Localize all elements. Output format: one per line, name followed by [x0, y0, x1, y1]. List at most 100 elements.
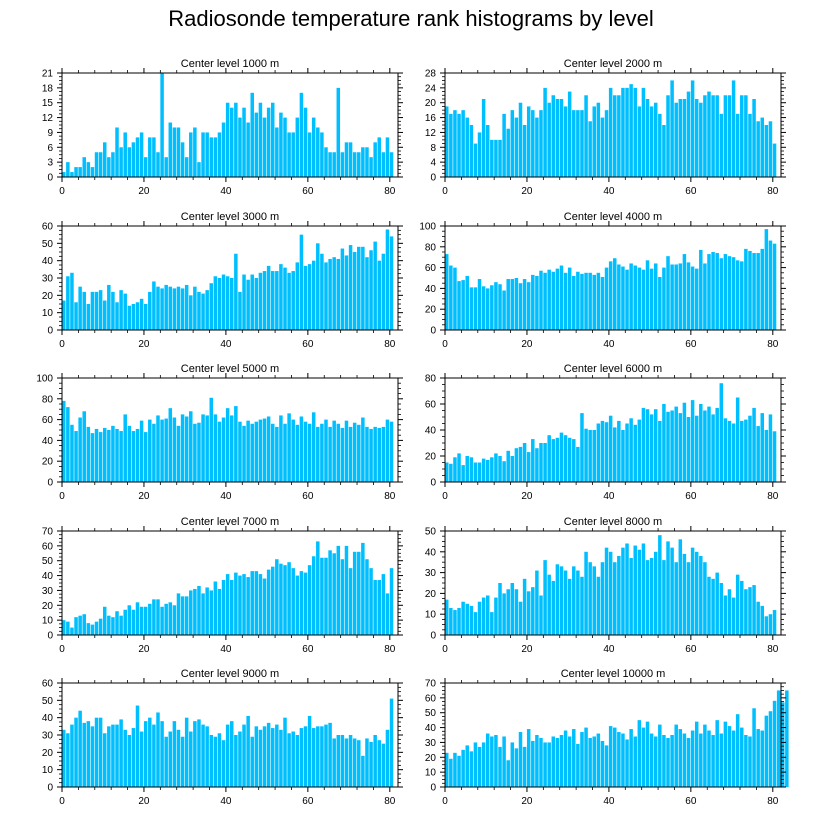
y-tick-label: 30: [42, 274, 54, 285]
x-tick-label: 20: [521, 644, 533, 655]
histogram-bar: [324, 724, 328, 787]
histogram-bar: [164, 157, 168, 177]
histogram-bar: [477, 601, 482, 635]
y-tick-label: 40: [42, 256, 54, 267]
histogram-bar: [592, 566, 597, 635]
histogram-bar: [449, 607, 453, 635]
histogram-bar: [580, 732, 584, 787]
histogram-bar: [744, 419, 748, 482]
histogram-bar: [457, 755, 461, 787]
histogram-bar: [445, 106, 449, 177]
histogram-bar: [760, 413, 765, 482]
histogram-bar: [735, 714, 740, 787]
histogram-bar: [172, 288, 177, 330]
histogram-bar: [551, 271, 556, 330]
histogram-bar: [555, 564, 560, 635]
histogram-bar: [189, 295, 193, 330]
x-tick-label: 0: [442, 339, 448, 350]
histogram-bar: [246, 420, 250, 482]
histogram-bar: [551, 439, 556, 482]
histogram-bar: [567, 91, 572, 177]
histogram-bar: [592, 274, 597, 330]
histogram-bar: [531, 587, 535, 635]
histogram-bar: [613, 562, 617, 635]
histogram-bar: [752, 253, 756, 330]
histogram-bar: [658, 276, 662, 330]
y-tick-label: 50: [42, 696, 54, 707]
histogram-bar: [143, 432, 148, 482]
histogram-bar: [662, 735, 666, 787]
histogram-bar: [531, 439, 535, 482]
histogram-bar: [559, 566, 564, 635]
panel-title: Center level 1000 m: [181, 58, 279, 70]
histogram-bar: [588, 121, 592, 177]
y-tick-label: 70: [42, 527, 54, 538]
x-tick-label: 0: [59, 339, 65, 350]
histogram-bar: [332, 152, 336, 177]
histogram-bar: [361, 147, 365, 177]
histogram-bar: [258, 574, 263, 635]
histogram-bar: [66, 621, 70, 635]
histogram-bar: [740, 261, 744, 330]
histogram-bar: [461, 465, 465, 482]
histogram-bar: [377, 740, 382, 787]
histogram-bar: [148, 603, 152, 635]
histogram-bar: [567, 578, 572, 635]
histogram-bar: [299, 571, 304, 635]
histogram-bar: [287, 272, 291, 330]
histogram-bar: [381, 426, 386, 482]
histogram-bar: [727, 95, 732, 177]
histogram-bar: [295, 117, 300, 177]
histogram-bar: [385, 729, 390, 787]
histogram-bar: [465, 745, 469, 787]
histogram-bar: [320, 253, 324, 330]
histogram-bar: [82, 411, 86, 482]
x-tick-label: 40: [603, 491, 615, 502]
y-tick-label: 30: [425, 568, 437, 579]
histogram-bar: [547, 435, 551, 482]
histogram-bar: [735, 397, 740, 482]
histogram-bar: [563, 730, 568, 787]
histogram-bar: [637, 720, 642, 787]
histogram-bar: [535, 448, 539, 482]
histogram-bar: [115, 127, 119, 177]
histogram-bar: [547, 742, 551, 787]
histogram-bar: [506, 128, 510, 177]
histogram-bar: [539, 270, 543, 330]
histogram-bar: [74, 431, 78, 482]
histogram-bar: [86, 426, 91, 482]
histogram-bar: [111, 425, 115, 482]
histogram-bar: [449, 758, 453, 787]
histogram-bar: [494, 282, 498, 330]
histogram-bar: [283, 717, 287, 787]
histogram-bar: [291, 132, 295, 177]
histogram-bar: [213, 414, 218, 482]
panel-title: Center level 5000 m: [181, 363, 279, 375]
histogram-bar: [172, 605, 177, 635]
histogram-bar: [246, 577, 250, 635]
histogram-bar: [234, 102, 238, 177]
histogram-bar: [98, 152, 103, 177]
histogram-bar: [613, 95, 617, 177]
histogram-bar: [543, 272, 547, 330]
histogram-bar: [555, 99, 560, 177]
histogram-bar: [539, 110, 543, 177]
histogram-bar: [670, 264, 674, 330]
histogram-bar: [365, 257, 369, 330]
histogram-bar: [373, 241, 377, 330]
x-tick-label: 60: [685, 491, 697, 502]
histogram-bar: [156, 599, 160, 635]
x-tick-label: 60: [302, 796, 314, 807]
histogram-bar: [719, 113, 724, 177]
histogram-bar: [576, 446, 580, 482]
histogram-bar: [209, 397, 214, 482]
histogram-bar: [625, 739, 629, 787]
y-tick-label: 80: [42, 394, 54, 405]
histogram-bar: [180, 596, 185, 635]
histogram-bar: [225, 408, 230, 482]
x-tick-label: 40: [603, 644, 615, 655]
histogram-bar: [340, 559, 345, 635]
y-tick-label: 12: [425, 128, 437, 139]
histogram-bar: [344, 142, 349, 177]
histogram-bar: [715, 95, 719, 177]
